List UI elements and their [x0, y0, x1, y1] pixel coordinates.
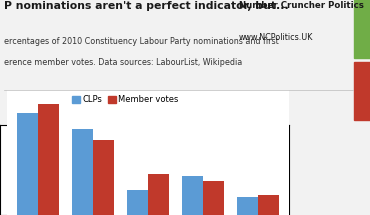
Bar [258, 195, 279, 215]
Legend: CLPs, Member votes: CLPs, Member votes [69, 92, 182, 108]
Text: P nominations aren't a perfect indicator, but...: P nominations aren't a perfect indicator… [4, 1, 289, 11]
Bar [17, 113, 38, 215]
Bar [237, 197, 258, 215]
Text: erence member votes. Data sources: LabourList, Wikipedia: erence member votes. Data sources: Labou… [4, 58, 242, 67]
Bar [182, 177, 203, 215]
Bar [38, 104, 59, 215]
Text: ercentages of 2010 Constituency Labour Party nominations and first: ercentages of 2010 Constituency Labour P… [4, 37, 279, 46]
Bar [127, 190, 148, 215]
Bar [148, 174, 169, 215]
Bar [72, 129, 93, 215]
Bar [203, 181, 224, 215]
Bar [93, 140, 114, 215]
Text: www.NCPolitics.UK: www.NCPolitics.UK [239, 33, 313, 42]
Text: Number Cruncher Politics: Number Cruncher Politics [239, 1, 363, 10]
